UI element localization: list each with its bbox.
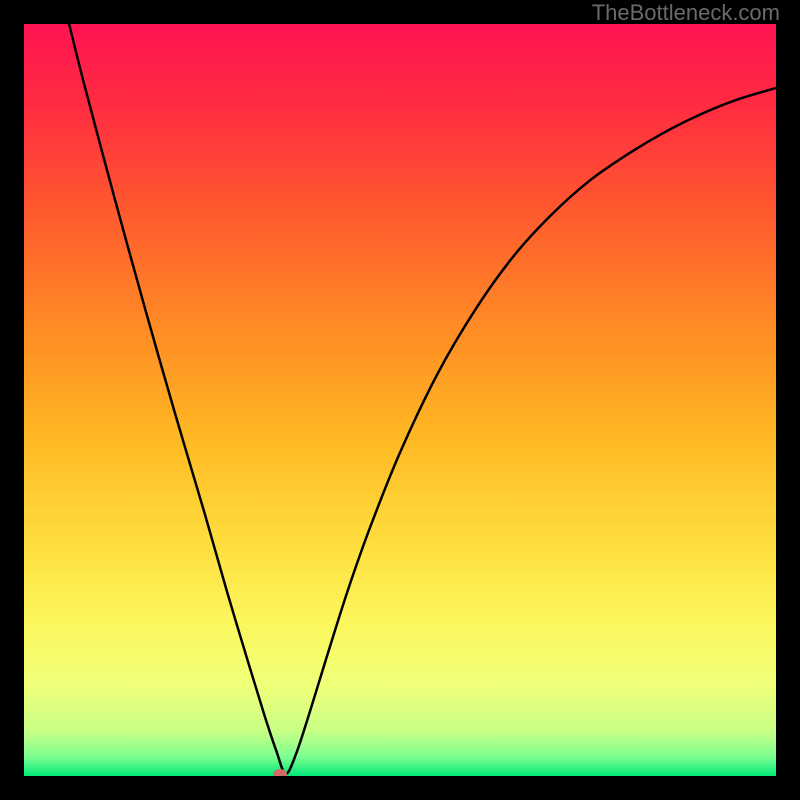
minimum-marker: [273, 769, 287, 776]
chart-container: { "watermark": { "text": "TheBottleneck.…: [0, 0, 800, 800]
plot-area: [24, 24, 776, 776]
watermark-text: TheBottleneck.com: [592, 0, 780, 26]
bottleneck-curve: [24, 24, 776, 776]
